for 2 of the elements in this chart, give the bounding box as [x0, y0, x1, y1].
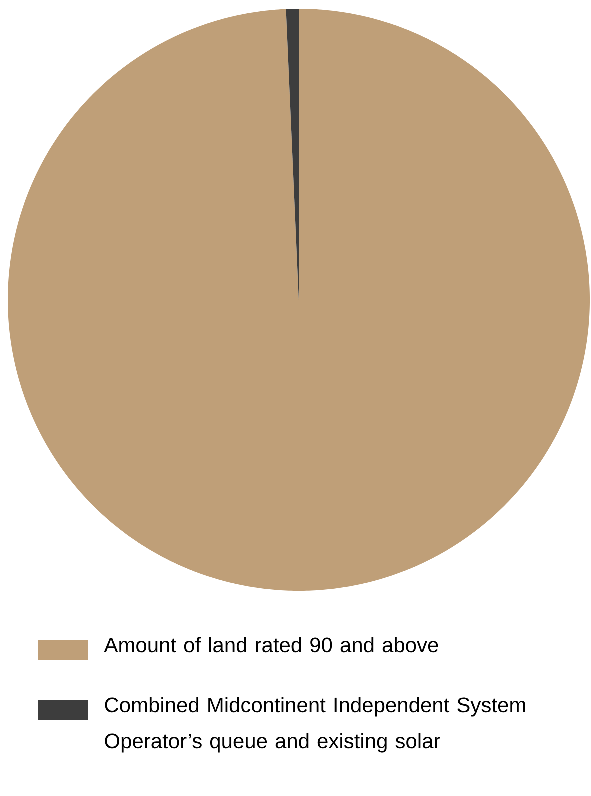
legend-label: Combined Midcontinent Independent System Operator’s queue and existing solar [105, 697, 526, 753]
legend-label: Amount of land rated 90 and above [104, 637, 438, 653]
